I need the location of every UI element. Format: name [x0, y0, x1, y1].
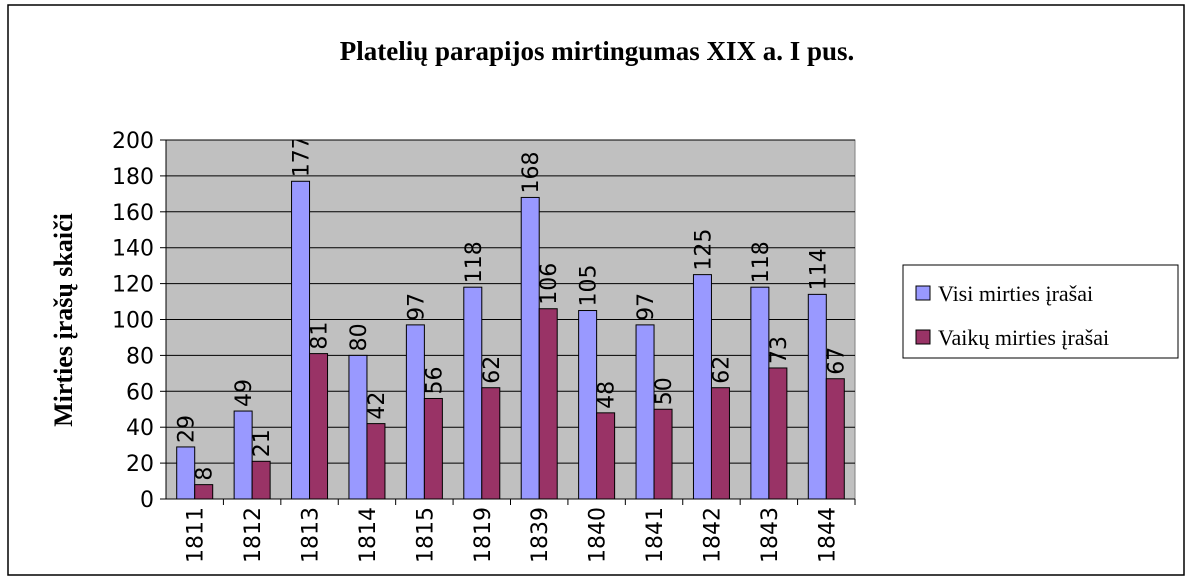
data-label: 168 — [519, 151, 544, 193]
x-tick-label: 1843 — [758, 507, 783, 563]
data-label: 97 — [634, 293, 659, 321]
data-label: 50 — [652, 377, 677, 405]
data-label: 56 — [422, 366, 447, 394]
y-tick-label: 100 — [112, 309, 154, 334]
bar — [481, 387, 501, 500]
bar — [463, 286, 483, 500]
bar — [750, 286, 770, 500]
data-label: 62 — [709, 356, 734, 384]
x-tick-label: 1814 — [356, 507, 381, 563]
x-tick-label: 1839 — [528, 507, 553, 563]
data-label: 81 — [308, 322, 333, 350]
data-label: 97 — [404, 293, 429, 321]
data-label: 49 — [232, 379, 257, 407]
data-label: 42 — [365, 392, 390, 420]
data-label: 177 — [290, 135, 315, 177]
legend-swatch — [915, 329, 931, 345]
y-tick-label: 120 — [112, 273, 154, 298]
data-label: 125 — [691, 229, 716, 271]
bar — [653, 408, 673, 500]
x-tick-label: 1841 — [643, 507, 668, 563]
legend — [902, 264, 1179, 359]
x-tick-label: 1811 — [184, 507, 209, 563]
legend-label: Vaikų mirties įrašai — [938, 325, 1109, 350]
bar — [194, 484, 214, 500]
data-label: 8 — [193, 467, 218, 481]
data-label: 21 — [250, 429, 275, 457]
y-tick-label: 60 — [126, 380, 154, 405]
data-label: 29 — [175, 415, 200, 443]
data-label: 80 — [347, 323, 372, 351]
bar — [825, 378, 845, 500]
data-label: 67 — [824, 347, 849, 375]
bar — [423, 397, 443, 500]
y-tick-label: 0 — [140, 488, 154, 513]
chart-title: Platelių parapijos mirtingumas XIX a. I … — [340, 36, 855, 66]
bar — [348, 354, 368, 500]
y-tick-label: 140 — [112, 237, 154, 262]
bar — [309, 353, 329, 500]
y-tick-label: 20 — [126, 452, 154, 477]
x-tick-label: 1844 — [815, 507, 840, 563]
bar — [768, 367, 788, 500]
bar — [366, 423, 386, 500]
data-label: 114 — [806, 248, 831, 290]
data-label: 105 — [577, 265, 602, 307]
y-tick-label: 40 — [126, 416, 154, 441]
data-label: 48 — [595, 381, 620, 409]
bar — [251, 460, 271, 500]
x-tick-label: 1815 — [413, 507, 438, 563]
y-tick-label: 200 — [112, 129, 154, 154]
y-tick-label: 160 — [112, 201, 154, 226]
bar — [710, 387, 730, 500]
bar — [520, 196, 540, 500]
x-tick-label: 1842 — [700, 507, 725, 563]
bar — [807, 293, 827, 500]
data-label: 118 — [462, 241, 487, 283]
bar — [538, 308, 558, 500]
bar — [692, 274, 712, 500]
data-label: 73 — [767, 336, 792, 364]
legend-label: Visi mirties įrašai — [938, 281, 1093, 306]
x-tick-label: 1819 — [471, 507, 496, 563]
bar — [635, 324, 655, 500]
bar — [596, 412, 616, 500]
y-axis-title: Mirties įrašų skaiči — [49, 213, 78, 427]
x-tick-label: 1840 — [586, 507, 611, 563]
bar — [405, 324, 425, 500]
data-label: 62 — [480, 356, 505, 384]
x-tick-label: 1813 — [299, 507, 324, 563]
y-tick-label: 180 — [112, 165, 154, 190]
data-label: 106 — [537, 263, 562, 305]
x-tick-label: 1812 — [241, 507, 266, 563]
y-tick-label: 80 — [126, 344, 154, 369]
data-label: 118 — [749, 241, 774, 283]
legend-swatch — [915, 285, 931, 301]
